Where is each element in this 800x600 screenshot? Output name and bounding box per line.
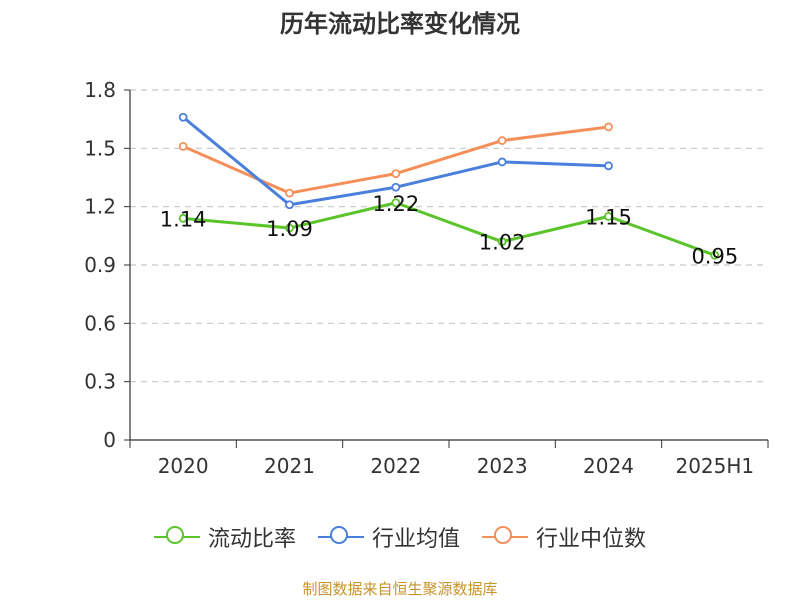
series-line — [183, 201, 716, 257]
data-point — [497, 136, 507, 145]
data-label: 0.95 — [691, 244, 738, 268]
data-point — [178, 112, 188, 122]
data-label: 1.02 — [479, 231, 526, 255]
x-tick-label: 2025H1 — [675, 454, 754, 478]
data-point — [178, 213, 188, 223]
data-point — [285, 200, 294, 210]
y-tick-label: 0.6 — [84, 311, 116, 335]
data-point — [604, 122, 613, 132]
data-point — [391, 182, 401, 192]
data-point — [391, 169, 401, 179]
y-tick-label: 1.2 — [84, 195, 116, 219]
data-label: 1.09 — [266, 217, 313, 241]
x-tick-label: 2020 — [158, 454, 209, 478]
legend-label-industry-median: 行业中位数 — [536, 527, 647, 552]
data-source-note: 制图数据来自恒生聚源数据库 — [302, 580, 498, 598]
data-label: 1.22 — [372, 192, 419, 216]
y-tick-label: 0 — [103, 428, 116, 452]
data-label: 1.14 — [160, 207, 207, 231]
y-tick-label: 1.5 — [84, 136, 116, 160]
x-tick-label: 2021 — [264, 454, 315, 478]
y-tick-label: 1.8 — [84, 78, 116, 102]
legend-item-industry-median[interactable]: 行业中位数 — [482, 521, 646, 553]
data-point — [391, 198, 401, 208]
data-point — [604, 211, 613, 221]
data-point — [710, 250, 720, 260]
legend-swatch-industry-median — [482, 524, 528, 550]
data-point — [285, 188, 294, 198]
data-point — [178, 141, 188, 151]
chart-legend: 流动比率 行业均值 行业中位数 — [0, 520, 800, 554]
x-tick-label: 2023 — [477, 454, 528, 478]
y-tick-label: 0.3 — [84, 370, 116, 394]
legend-swatch-current-ratio — [153, 524, 200, 550]
x-tick-label: 2024 — [583, 454, 634, 478]
data-point — [497, 157, 507, 167]
legend-item-industry-mean[interactable]: 行业均值 — [317, 521, 460, 553]
data-label: 1.15 — [585, 205, 632, 229]
y-tick-label: 0.9 — [84, 253, 116, 277]
data-point — [285, 223, 294, 233]
legend-swatch-industry-mean — [317, 524, 364, 550]
legend-item-current-ratio[interactable]: 流动比率 — [153, 521, 296, 553]
data-point — [497, 237, 507, 247]
legend-label-industry-mean: 行业均值 — [371, 527, 460, 552]
data-point — [604, 161, 613, 171]
legend-label-current-ratio: 流动比率 — [207, 527, 296, 552]
chart-title: 历年流动比率变化情况 — [280, 10, 520, 38]
x-tick-label: 2022 — [370, 454, 421, 478]
